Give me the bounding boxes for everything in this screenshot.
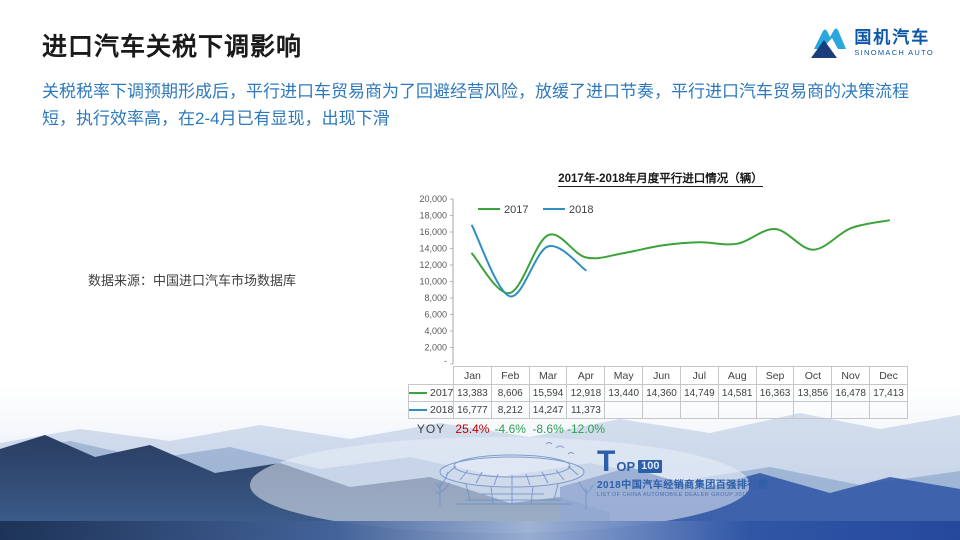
value-2018-jan: 16,777 (453, 401, 492, 419)
yoy-nov (832, 419, 870, 440)
yoy-dec (870, 419, 908, 440)
value-2018-oct (793, 401, 833, 419)
month-header-feb: Feb (490, 366, 530, 385)
logo-name-cn: 国机汽车 (854, 28, 931, 47)
month-header-may: May (604, 366, 644, 385)
yoy-jun (643, 419, 681, 440)
yoy-aug (718, 419, 756, 440)
page-title: 进口汽车关税下调影响 (42, 33, 303, 61)
data-source-note: 数据来源：中国进口汽车市场数据库 (88, 273, 297, 288)
row-label-2018: 2018 (408, 401, 454, 419)
top100-op: OP (616, 459, 636, 474)
yoy-sep (756, 419, 794, 440)
top100-number: 100 (638, 460, 663, 473)
month-header-mar: Mar (528, 366, 568, 385)
y-tick-label: 2,000 (424, 343, 447, 353)
yoy-oct (794, 419, 832, 440)
y-tick-label: 20,000 (419, 194, 447, 204)
series-line-2017 (471, 219, 890, 295)
value-2017-jan: 13,383 (453, 384, 492, 402)
y-tick-label: 10,000 (419, 277, 447, 287)
yoy-jan: 25.4% (455, 422, 490, 436)
month-header-nov: Nov (831, 366, 871, 385)
value-2018-mar: 14,247 (528, 401, 568, 419)
sinomach-mountain-icon (811, 28, 847, 58)
y-tick-label: 6,000 (424, 310, 447, 320)
value-2018-may (604, 401, 644, 419)
value-2018-jun (642, 401, 681, 419)
month-header-dec: Dec (869, 366, 908, 385)
line-chart: - 2,000 4,000 6,000 8,000 10,000 12,000 14,000 1… (419, 194, 890, 366)
legend-label-2017: 2017 (504, 204, 528, 216)
y-tick-label: 4,000 (424, 326, 447, 336)
top100-t: T (597, 445, 616, 478)
yoy-may (605, 419, 643, 440)
top100-cn-line: 2018中国汽车经销商集团百强排行榜 (597, 480, 769, 491)
yoy-jul (680, 419, 718, 440)
logo-name-en: SINOMACH AUTO (854, 48, 934, 57)
month-header-jun: Jun (642, 366, 681, 385)
value-2017-nov: 16,478 (831, 384, 871, 402)
table-corner-cell (409, 367, 454, 385)
value-2017-aug: 14,581 (717, 384, 757, 402)
y-tick-label: 18,000 (419, 211, 447, 221)
month-header-jul: Jul (679, 366, 719, 385)
value-2018-apr: 11,373 (566, 401, 606, 419)
month-header-apr: Apr (566, 366, 606, 385)
y-tick-label: 14,000 (419, 244, 447, 254)
top100-watermark: T OP 100 2018中国汽车经销商集团百强排行榜 LIST OF CHIN… (597, 445, 769, 499)
yoy-apr: -12.0% (566, 422, 605, 436)
legend-label-2018: 2018 (569, 204, 593, 216)
yoy-row-label: YOY (416, 422, 446, 436)
chart-data-table: Jan Feb Mar Apr May Jun Jul Aug Sep Oct Nov Dec 2017… (408, 366, 908, 439)
row-swatch-2017 (409, 392, 427, 395)
y-tick-label: 16,000 (419, 227, 447, 237)
y-tick-label: 12,000 (419, 260, 447, 270)
yoy-feb: -4.6% (494, 422, 526, 436)
value-2017-oct: 13,856 (793, 384, 833, 402)
yoy-mar: -8.6% (532, 422, 564, 436)
value-2018-sep (755, 401, 795, 419)
sinomach-logo: 国机汽车 SINOMACH AUTO (808, 25, 934, 61)
month-header-sep: Sep (755, 366, 795, 385)
value-2017-jun: 14,360 (642, 384, 681, 402)
row-swatch-2018 (409, 409, 427, 412)
value-2017-jul: 14,749 (679, 384, 719, 402)
y-tick-label: 8,000 (424, 293, 447, 303)
top100-en-line: LIST OF CHINA AUTOMOBILE DEALER GROUP 20… (597, 492, 749, 498)
value-2017-apr: 12,918 (566, 384, 606, 402)
chart-title: 2017年-2018年月度平行进口情况（辆） (558, 173, 763, 187)
value-2018-feb: 8,212 (490, 401, 530, 419)
value-2017-may: 13,440 (604, 384, 644, 402)
value-2017-mar: 15,594 (528, 384, 568, 402)
month-header-aug: Aug (717, 366, 757, 385)
y-tick-label: - (444, 356, 447, 366)
stadium-sketch-watermark (436, 442, 594, 510)
month-header-jan: Jan (453, 366, 492, 385)
chart-block: 2017年-2018年月度平行进口情况（辆） - 2,000 4,000 6,000 8… (408, 170, 913, 439)
value-2017-dec: 17,413 (869, 384, 908, 402)
value-2018-dec (869, 401, 908, 419)
slide-subtitle: 关税税率下调预期形成后，平行进口车贸易商为了回避经营风险，放缓了进口节奏，平行进… (42, 82, 909, 129)
value-2018-aug (717, 401, 757, 419)
series-line-2018 (471, 224, 587, 298)
value-2017-sep: 16,363 (755, 384, 795, 402)
value-2017-feb: 8,606 (490, 384, 530, 402)
row-label-2017: 2017 (408, 384, 454, 402)
month-header-oct: Oct (793, 366, 833, 385)
value-2018-jul (679, 401, 719, 419)
value-2018-nov (831, 401, 871, 419)
